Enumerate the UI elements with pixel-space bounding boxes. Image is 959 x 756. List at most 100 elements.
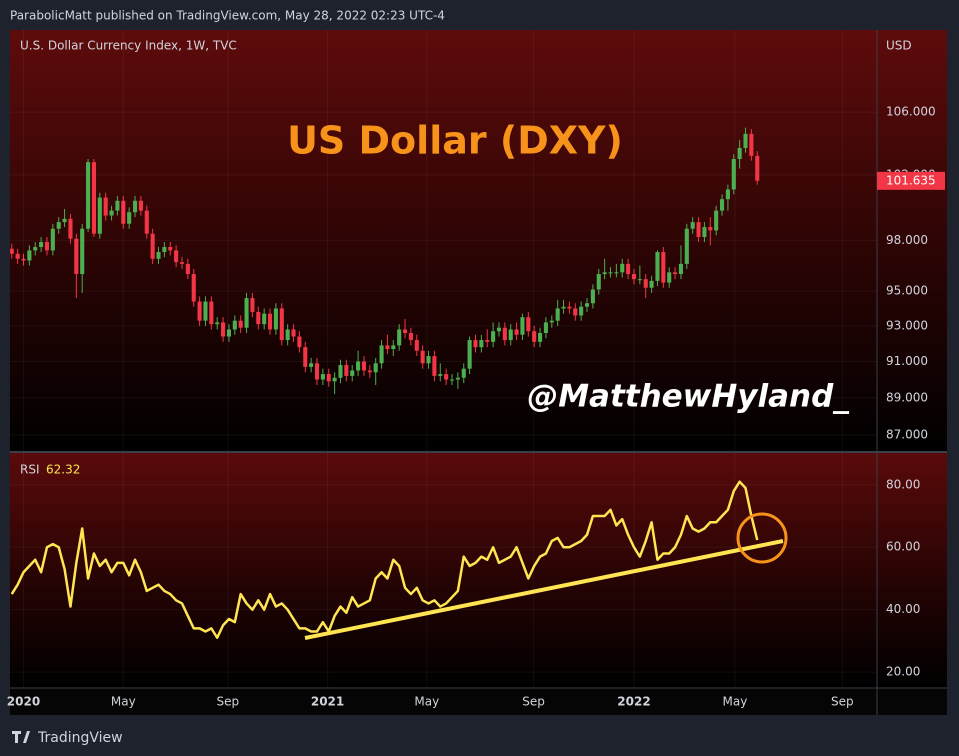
chart-title: U.S. Dollar Currency Index, 1W, TVC — [20, 39, 237, 53]
candle-body — [185, 263, 190, 275]
candle-body — [561, 306, 566, 309]
candle-body — [678, 263, 683, 275]
candle-body — [320, 374, 325, 380]
candle-body — [103, 197, 108, 216]
y-tick-label: 98.000 — [886, 233, 928, 247]
rsi-pane — [10, 453, 947, 688]
candle-body — [661, 252, 666, 283]
candle-body — [408, 332, 413, 341]
candle-body — [655, 252, 660, 281]
y-tick-label: 20.00 — [886, 665, 920, 679]
candle-body — [479, 340, 484, 348]
candle-body — [144, 210, 149, 234]
candle-body — [432, 356, 437, 376]
y-tick-label: 60.00 — [886, 540, 920, 554]
y-tick-label: 80.00 — [886, 477, 920, 491]
candle-body — [191, 274, 196, 302]
candle-body — [438, 374, 443, 376]
last-price-label: 101.635 — [886, 173, 936, 187]
y-tick-label: 89.000 — [886, 390, 928, 404]
candle-body — [97, 197, 102, 234]
candle-body — [719, 199, 725, 211]
candle-body — [33, 247, 38, 251]
candle-body — [543, 322, 548, 333]
candle-body — [221, 322, 226, 337]
candle-body — [573, 308, 578, 316]
candle-body — [731, 159, 736, 190]
candle-body — [356, 361, 361, 371]
rsi-plot — [10, 453, 877, 688]
candle-body — [502, 327, 507, 341]
candle-body — [109, 210, 114, 216]
candle-body — [391, 345, 396, 349]
candle-body — [297, 336, 302, 348]
candle-body — [414, 340, 419, 351]
candle-body — [708, 227, 713, 231]
candle-body — [115, 200, 120, 211]
candle-body — [291, 329, 296, 337]
annotation-title: US Dollar (DXY) — [287, 119, 623, 163]
header: ParabolicMatt published on TradingView.c… — [10, 9, 445, 23]
candle-body — [567, 306, 572, 309]
candle-body — [461, 368, 466, 378]
footer: TradingView — [37, 730, 123, 746]
candle-body — [350, 370, 355, 376]
candle-body — [596, 274, 601, 290]
candle-body — [426, 356, 431, 364]
candle-body — [56, 222, 61, 229]
candle-body — [168, 247, 173, 251]
candle-body — [156, 252, 161, 259]
candle-body — [614, 272, 619, 274]
candle-body — [514, 329, 519, 335]
candle-body — [696, 222, 701, 238]
candle-body — [150, 233, 155, 259]
x-tick-label: 2020 — [7, 695, 40, 709]
candle-body — [285, 329, 290, 341]
candle-body — [279, 308, 284, 341]
candle-body — [402, 329, 408, 333]
candle-body — [397, 329, 402, 346]
candle-body — [68, 218, 73, 239]
candle-body — [121, 200, 126, 224]
candle-body — [273, 308, 278, 330]
x-tick-label: May — [723, 695, 748, 709]
x-tick-label: May — [414, 695, 439, 709]
rsi-title: RSI — [20, 463, 40, 477]
candle-body — [332, 377, 337, 382]
y-tick-label: 95.000 — [886, 284, 928, 298]
price-plot — [10, 30, 877, 451]
candle-body — [602, 272, 607, 275]
x-tick-label: Sep — [522, 695, 545, 709]
candle-body — [197, 301, 202, 321]
x-tick-label: Sep — [216, 695, 239, 709]
candle-body — [473, 340, 478, 348]
y-tick-label: 87.000 — [886, 427, 928, 441]
candle-body — [10, 248, 14, 254]
candle-body — [520, 317, 525, 335]
trend-line — [304, 539, 784, 640]
x-tick-label: 2022 — [617, 695, 650, 709]
logo — [12, 731, 30, 743]
candle-body — [555, 308, 560, 321]
candle-body — [449, 379, 455, 381]
candle-body — [62, 218, 67, 223]
candle-body — [491, 331, 496, 342]
candle-body — [326, 374, 331, 382]
candle-body — [127, 212, 132, 224]
candle-body — [743, 133, 748, 148]
candle-body — [667, 272, 672, 283]
candle-body — [162, 247, 167, 253]
candle-body — [232, 320, 237, 330]
highlight-circle — [736, 512, 788, 564]
candle-body — [702, 227, 707, 238]
candle-body — [138, 200, 143, 211]
candle-body — [314, 363, 320, 380]
candle-body — [91, 162, 96, 234]
candle-body — [174, 250, 179, 263]
candle-body — [532, 331, 537, 342]
candle-body — [309, 363, 314, 367]
time-axis — [10, 688, 947, 715]
candle-body — [367, 370, 372, 373]
footer-bar — [0, 716, 959, 756]
candle-body — [215, 322, 220, 325]
